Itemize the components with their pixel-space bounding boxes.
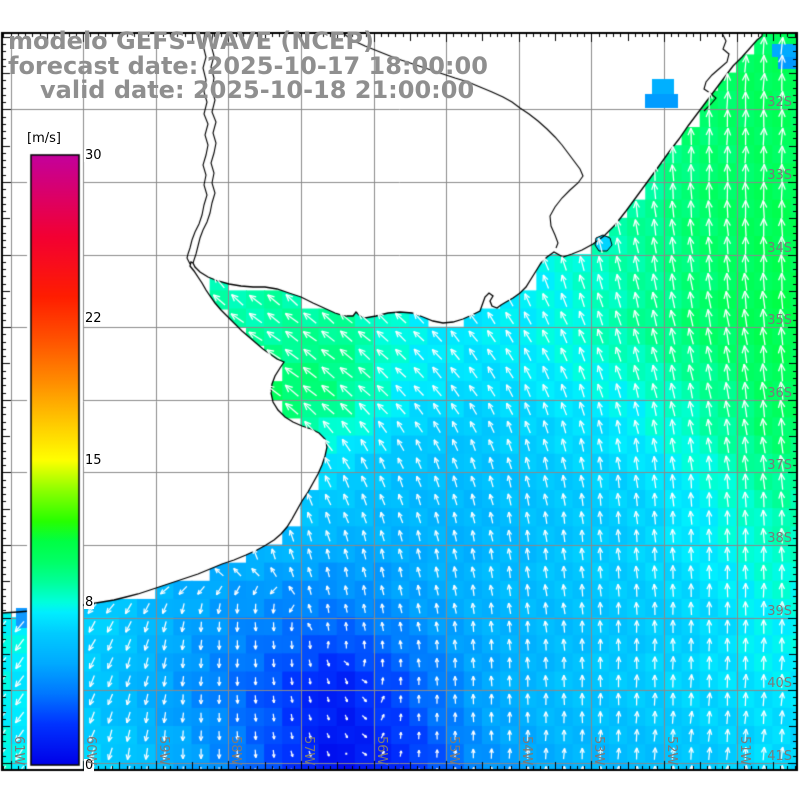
- lon-axis-label: 55W: [446, 736, 462, 766]
- lat-axis-label: 38S: [767, 531, 792, 546]
- lon-axis-label: 60W: [83, 736, 99, 766]
- colorbar-tick-label: 0: [84, 758, 95, 773]
- lat-axis-label: 33S: [767, 168, 792, 183]
- lon-axis-label: 54W: [518, 736, 534, 766]
- lon-axis-label: 61W: [10, 736, 26, 766]
- colorbar-tick-label: 15: [84, 453, 103, 468]
- lat-axis-label: 41S: [767, 748, 792, 764]
- forecast-date: forecast date: 2025-10-17 18:00:00: [8, 52, 488, 80]
- colorbar-tick-label: 8: [84, 595, 95, 611]
- lat-axis-label: 39S: [767, 603, 792, 619]
- lat-axis-label: 37S: [767, 458, 792, 474]
- model-title: modelo GEFS-WAVE (NCEP): [8, 27, 374, 55]
- lat-axis-label: 34S: [767, 240, 792, 256]
- colorbar-tick-label: 22: [84, 310, 103, 326]
- lon-axis-label: 59W: [155, 736, 171, 766]
- lon-axis-label: 57W: [300, 736, 316, 766]
- valid-date: valid date: 2025-10-18 21:00:00: [40, 76, 475, 104]
- lon-axis-label: 58W: [228, 736, 244, 766]
- lon-axis-label: 56W: [373, 736, 389, 766]
- lon-axis-label: 51W: [736, 736, 752, 766]
- lon-axis-label: 52W: [663, 736, 679, 766]
- lon-axis-label: 53W: [591, 736, 607, 766]
- colorbar-unit-label: [m/s]: [27, 131, 61, 146]
- lat-axis-label: 36S: [767, 385, 792, 401]
- lat-axis-label: 32S: [767, 95, 792, 111]
- colorbar-tick-label: 30: [84, 148, 103, 163]
- lat-axis-label: 40S: [767, 676, 792, 692]
- lat-axis-label: 35S: [767, 313, 792, 329]
